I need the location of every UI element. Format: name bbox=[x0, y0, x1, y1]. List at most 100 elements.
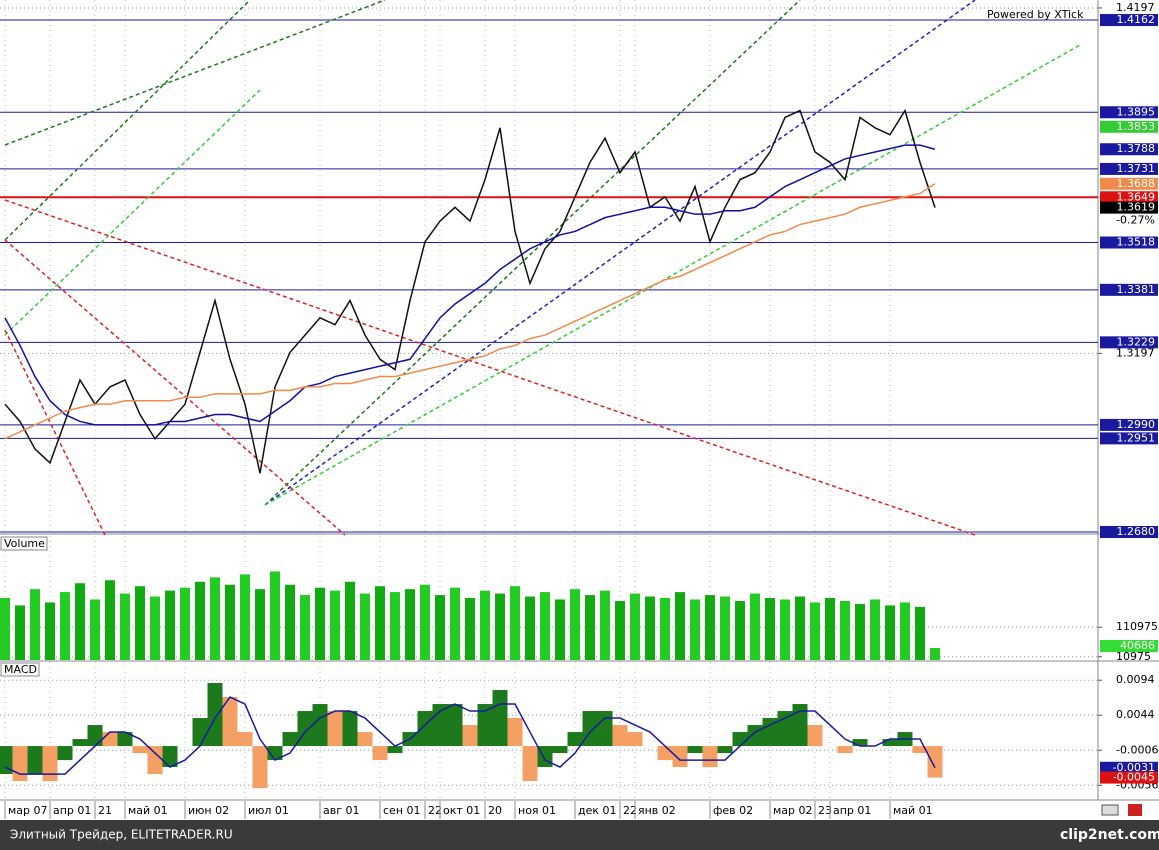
macd-bar bbox=[267, 746, 283, 761]
macd-bar bbox=[672, 746, 688, 768]
volume-bar bbox=[870, 599, 880, 660]
volume-bar bbox=[210, 577, 220, 660]
volume-bar bbox=[135, 586, 145, 660]
volume-bar bbox=[180, 587, 190, 660]
volume-bar bbox=[60, 592, 70, 660]
volume-bar bbox=[30, 589, 40, 660]
macd-bar bbox=[87, 725, 103, 747]
level-badge-label: 1.3649 bbox=[1117, 190, 1156, 203]
volume-bar bbox=[195, 581, 205, 660]
level-badge bbox=[1100, 14, 1158, 27]
macd-bar bbox=[507, 718, 523, 747]
macd-bar bbox=[387, 746, 403, 754]
trend-line bbox=[4, 199, 976, 536]
volume-bar bbox=[270, 571, 280, 660]
icon[interactable] bbox=[1128, 804, 1142, 816]
macd-bar bbox=[747, 725, 763, 747]
price-line bbox=[4, 144, 936, 426]
level-badge bbox=[1100, 191, 1158, 204]
x-tick-label: июн 02 bbox=[188, 804, 229, 817]
macd-bar bbox=[852, 739, 868, 747]
volume-bar bbox=[15, 605, 25, 660]
x-tick-label: май 01 bbox=[128, 804, 168, 817]
macd-bar bbox=[732, 732, 748, 747]
volume-bar bbox=[240, 574, 250, 660]
x-tick-label: май 01 bbox=[893, 804, 933, 817]
macd-bar bbox=[477, 704, 493, 747]
level-badge-label: 1.3381 bbox=[1117, 283, 1156, 296]
volume-bar bbox=[525, 596, 535, 660]
pane-title-box bbox=[0, 662, 40, 677]
volume-bar bbox=[435, 595, 445, 660]
macd-bar bbox=[282, 732, 298, 747]
level-badge bbox=[1100, 283, 1158, 296]
trend-line bbox=[4, 329, 106, 536]
macd-bar bbox=[687, 746, 703, 754]
macd-bar bbox=[417, 711, 433, 747]
level-badge-label: 1.3731 bbox=[1117, 162, 1156, 175]
volume-bar bbox=[765, 598, 775, 660]
y-tick-label: 10975 bbox=[1116, 650, 1151, 663]
volume-bar bbox=[660, 598, 670, 660]
macd-bar bbox=[927, 746, 943, 778]
macd-bar bbox=[117, 732, 133, 747]
macd-bar bbox=[297, 711, 313, 747]
volume-bar bbox=[420, 584, 430, 660]
level-badge-label: 1.2990 bbox=[1117, 418, 1156, 431]
icon[interactable] bbox=[1101, 804, 1119, 816]
volume-bar bbox=[375, 586, 385, 660]
volume-bar bbox=[750, 593, 760, 660]
x-tick-label: апр 01 bbox=[53, 804, 91, 817]
volume-bar bbox=[900, 602, 910, 660]
histogram-badge bbox=[1100, 771, 1158, 784]
volume-bar bbox=[690, 599, 700, 660]
change-label: -0.27% bbox=[1116, 214, 1155, 227]
volume-bar bbox=[165, 590, 175, 660]
volume-bar bbox=[615, 600, 625, 660]
macd-bar bbox=[657, 746, 673, 761]
volume-bar bbox=[150, 596, 160, 660]
macd-bar bbox=[612, 725, 628, 747]
macd-bar bbox=[222, 697, 238, 747]
macd-bar bbox=[237, 732, 253, 747]
macd-bar bbox=[162, 746, 178, 768]
level-badge-label: 1.3229 bbox=[1117, 335, 1156, 348]
macd-bar bbox=[252, 746, 268, 789]
volume-bar bbox=[855, 603, 865, 660]
signal-badge-label: -0.0031 bbox=[1113, 761, 1155, 774]
level-badge bbox=[1100, 120, 1158, 133]
macd-bar bbox=[837, 746, 853, 754]
trend-line bbox=[264, 0, 976, 506]
volume-bar bbox=[570, 589, 580, 660]
volume-bar bbox=[585, 595, 595, 660]
volume-bar bbox=[390, 592, 400, 660]
macd-bar bbox=[147, 746, 163, 775]
level-badge bbox=[1100, 162, 1158, 175]
level-badge bbox=[1100, 418, 1158, 431]
volume-bar bbox=[510, 586, 520, 660]
macd-bar bbox=[552, 746, 568, 754]
volume-bar bbox=[675, 592, 685, 660]
histogram-badge-label: -0.0045 bbox=[1113, 771, 1155, 784]
volume-bar bbox=[555, 599, 565, 660]
macd-bar bbox=[327, 711, 343, 747]
macd-bar bbox=[567, 732, 583, 747]
x-tick-label: 21 bbox=[98, 804, 112, 817]
volume-bar bbox=[480, 590, 490, 660]
volume-bar bbox=[345, 581, 355, 660]
volume-bar bbox=[495, 593, 505, 660]
footer-brand: clip2net.com bbox=[1060, 827, 1159, 843]
macd-bar bbox=[0, 746, 13, 775]
x-tick-label: фев 02 bbox=[713, 804, 753, 817]
macd-bar bbox=[357, 732, 373, 747]
volume-bar bbox=[405, 589, 415, 660]
x-tick-label: мар 07 bbox=[8, 804, 48, 817]
volume-bar bbox=[120, 593, 130, 660]
volume-bar bbox=[885, 605, 895, 660]
macd-bar bbox=[372, 746, 388, 761]
level-badge-label: 1.4162 bbox=[1117, 13, 1156, 26]
volume-bar bbox=[75, 583, 85, 660]
macd-bar bbox=[312, 704, 328, 747]
volume-bar bbox=[90, 599, 100, 660]
